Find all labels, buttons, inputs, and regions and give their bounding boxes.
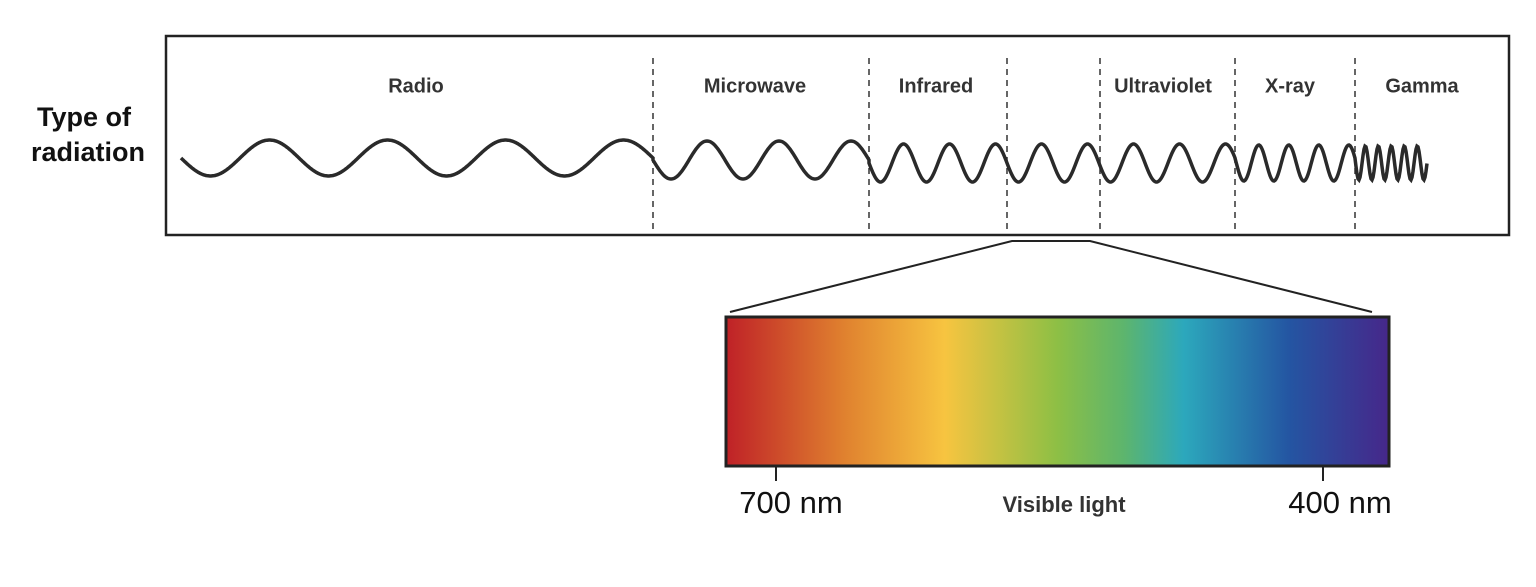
band-label: Microwave bbox=[704, 75, 806, 97]
wavelength-label: 700 nm bbox=[739, 485, 842, 520]
wave bbox=[179, 138, 1429, 184]
band-label: Ultraviolet bbox=[1114, 75, 1212, 97]
band-label: Gamma bbox=[1385, 75, 1459, 97]
band-label: X-ray bbox=[1265, 75, 1316, 97]
visible-spectrum bbox=[724, 315, 1391, 468]
row-label: Type of bbox=[37, 102, 132, 132]
spectrum-box bbox=[164, 34, 1511, 237]
spectrum-label: Visible light bbox=[1002, 492, 1126, 517]
wavelength-label: 400 nm bbox=[1288, 485, 1391, 520]
row-label: radiation bbox=[31, 137, 145, 167]
band-label: Infrared bbox=[899, 75, 973, 97]
band-label: Radio bbox=[388, 75, 444, 97]
zoom-lines bbox=[729, 240, 1373, 313]
